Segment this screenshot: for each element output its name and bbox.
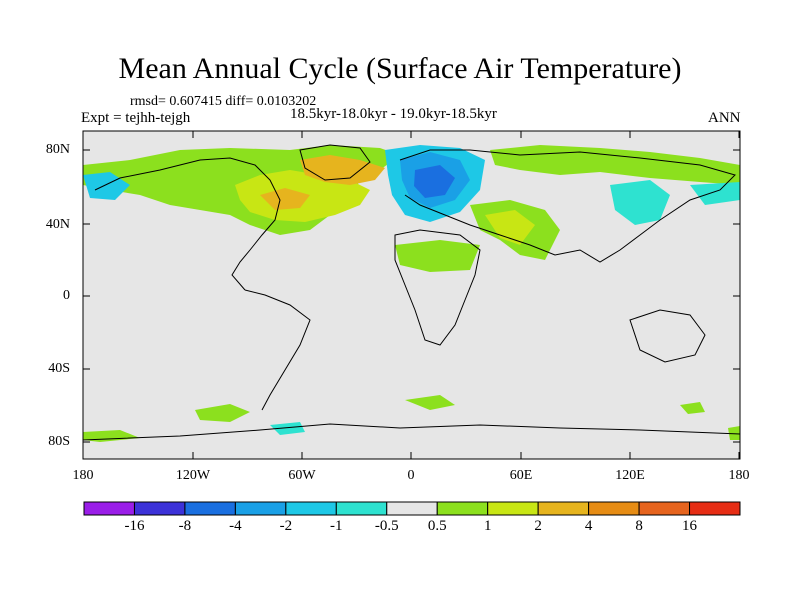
season-label: ANN — [708, 110, 741, 126]
colorbar-box — [638, 501, 691, 516]
lon-label-0: 0 — [407, 468, 415, 483]
colorbar — [83, 501, 741, 516]
colorbar-label: 4 — [584, 518, 593, 534]
anomaly-green-antarctic-east — [728, 426, 740, 440]
coast-south-america — [244, 289, 311, 411]
colorbar-label: -0.5 — [374, 518, 399, 534]
colorbar-box — [83, 501, 135, 516]
coast-eurasia — [399, 149, 736, 263]
map-title: Mean Annual Cycle (Surface Air Temperatu… — [118, 52, 682, 85]
coast-antarctica — [82, 423, 741, 441]
colorbar-label: -2 — [279, 518, 293, 534]
colorbar-box — [487, 501, 539, 516]
colorbar-box — [436, 501, 489, 516]
colorbar-label: -8 — [178, 518, 192, 534]
lat-ticks — [83, 149, 740, 443]
colorbar-label: -4 — [229, 518, 242, 534]
anomaly-cyan-siberia — [610, 180, 670, 225]
lon-label-60w: 60W — [288, 468, 316, 483]
anomaly-field — [83, 145, 740, 442]
colorbar-box — [537, 501, 590, 516]
coastlines — [82, 144, 741, 441]
coast-greenland — [299, 144, 371, 181]
rmsd-diff-stats: rmsd= 0.607415 diff= 0.0103202 — [130, 94, 317, 109]
lat-label-0: 0 — [63, 288, 70, 303]
anomaly-blue-europe — [414, 165, 455, 198]
coast-australia — [629, 309, 706, 363]
period-label: 18.5kyr-18.0kyr - 19.0kyr-18.5kyr — [290, 106, 497, 122]
colorbar-label: 2 — [534, 518, 542, 534]
colorbar-label: 8 — [635, 518, 643, 534]
colorbar-box — [689, 501, 741, 516]
coast-africa — [394, 229, 481, 346]
colorbar-box — [133, 501, 186, 516]
lon-label-120w: 120W — [175, 468, 211, 483]
anomaly-green-southern-2 — [405, 395, 455, 410]
colorbar-box — [234, 501, 287, 516]
anomaly-cyan-farnorth — [690, 182, 740, 205]
anomaly-green-indian — [680, 402, 705, 414]
anomaly-green-africa — [395, 240, 480, 272]
colorbar-label: 0.5 — [427, 518, 447, 534]
anomaly-cyan-southern — [270, 422, 305, 435]
anomaly-green-southern-1 — [195, 404, 250, 422]
lat-label-40n: 40N — [45, 217, 70, 232]
lon-ticks — [82, 131, 740, 459]
lon-label-180e: 180 — [728, 468, 750, 483]
coast-north-america — [94, 157, 281, 291]
colorbar-box — [285, 501, 337, 516]
colorbar-box — [335, 501, 388, 516]
experiment-label: Expt = tejhh-tejgh — [81, 110, 191, 126]
anomaly-green-asia — [490, 145, 740, 185]
colorbar-label: 1 — [483, 518, 492, 534]
colorbar-box — [588, 501, 640, 516]
colorbar-box — [386, 501, 438, 516]
lat-label-40s: 40S — [48, 361, 70, 376]
colorbar-label: 16 — [682, 518, 698, 534]
anomaly-orange-atlantic — [260, 188, 310, 210]
lon-label-180w: 180 — [72, 468, 94, 483]
colorbar-box — [184, 501, 236, 516]
lat-label-80n: 80N — [45, 142, 70, 157]
lon-label-60e: 60E — [509, 468, 533, 483]
colorbar-label: -1 — [330, 518, 343, 534]
lon-label-120e: 120E — [615, 468, 645, 483]
colorbar-label: -16 — [124, 518, 145, 534]
anomaly-yellow-middleeast — [485, 210, 535, 245]
lat-label-80s: 80S — [48, 434, 70, 449]
